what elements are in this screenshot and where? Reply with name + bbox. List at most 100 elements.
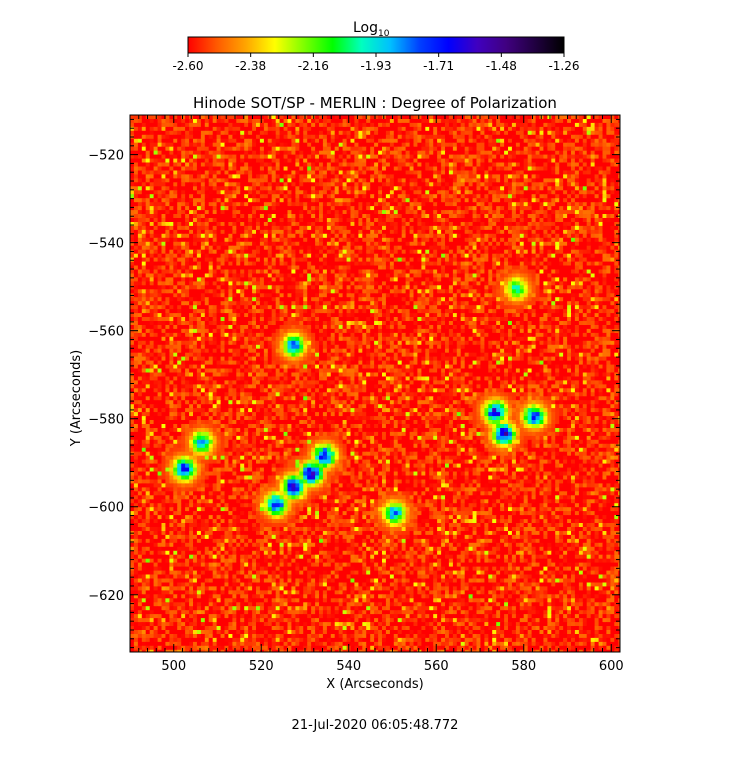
heatmap-cell	[346, 249, 352, 255]
heatmap-cell	[508, 130, 513, 136]
heatmap-cell	[149, 130, 155, 136]
heatmap-cell	[598, 261, 604, 267]
heatmap-cell	[224, 119, 230, 124]
heatmap-cell	[149, 265, 155, 271]
heatmap-cell	[141, 190, 147, 195]
heatmap-cell	[169, 253, 174, 259]
heatmap-cell	[307, 178, 312, 183]
heatmap-cell	[177, 225, 182, 231]
heatmap-cell	[578, 178, 584, 183]
heatmap-cell	[224, 158, 230, 164]
heatmap-cell	[181, 265, 186, 271]
heatmap-cell	[445, 194, 450, 199]
heatmap-cell	[563, 122, 568, 128]
heatmap-cell	[508, 222, 513, 227]
heatmap-cell	[244, 241, 249, 247]
heatmap-cell	[236, 138, 241, 144]
heatmap-cell	[598, 126, 604, 132]
heatmap-cell	[405, 138, 411, 144]
heatmap-cell	[500, 126, 505, 132]
heatmap-cell	[397, 190, 403, 195]
heatmap-cell	[610, 225, 615, 231]
heatmap-cell	[441, 218, 446, 223]
heatmap-cell	[173, 206, 178, 211]
heatmap-cell	[212, 261, 218, 267]
heatmap-cell	[291, 134, 296, 140]
heatmap-cell	[350, 261, 356, 267]
heatmap-cell	[563, 138, 568, 144]
heatmap-cell	[232, 225, 237, 231]
heatmap-cell	[606, 249, 611, 255]
heatmap-cell	[193, 237, 198, 243]
heatmap-cell	[476, 269, 482, 275]
heatmap-cell	[504, 154, 509, 160]
heatmap-cell	[252, 218, 257, 223]
heatmap-cell	[425, 122, 430, 128]
heatmap-cell	[354, 218, 359, 223]
heatmap-cell	[322, 178, 328, 183]
heatmap-cell	[602, 261, 608, 267]
heatmap-cell	[204, 206, 210, 211]
heatmap-cell	[181, 170, 186, 176]
heatmap-cell	[299, 225, 304, 231]
heatmap-cell	[445, 222, 450, 227]
heatmap-cell	[401, 154, 407, 160]
heatmap-cell	[429, 222, 434, 227]
heatmap-cell	[338, 158, 344, 164]
heatmap-cell	[464, 233, 470, 239]
heatmap-cell	[279, 202, 285, 207]
heatmap-cell	[177, 265, 182, 271]
heatmap-cell	[220, 174, 226, 179]
heatmap-cell	[161, 115, 167, 120]
heatmap-cell	[480, 202, 485, 207]
heatmap-cell	[606, 142, 611, 148]
heatmap-cell	[161, 222, 167, 227]
heatmap-cell	[189, 142, 194, 148]
heatmap-cell	[409, 249, 415, 255]
heatmap-cell	[452, 170, 458, 176]
heatmap-cell	[476, 178, 482, 183]
heatmap-cell	[389, 182, 395, 187]
heatmap-cell	[185, 249, 190, 255]
heatmap-cell	[130, 210, 135, 215]
heatmap-cell	[342, 249, 348, 255]
heatmap-cell	[177, 166, 182, 172]
heatmap-cell	[228, 237, 233, 243]
heatmap-cell	[472, 214, 478, 219]
heatmap-cell	[429, 150, 434, 156]
heatmap-cell	[405, 253, 411, 259]
heatmap-cell	[578, 166, 584, 172]
heatmap-cell	[519, 210, 525, 215]
heatmap-cell	[531, 245, 537, 251]
heatmap-cell	[350, 186, 356, 191]
heatmap-cell	[330, 119, 336, 124]
heatmap-cell	[567, 186, 572, 191]
heatmap-cell	[189, 150, 194, 156]
heatmap-cell	[437, 245, 442, 251]
heatmap-cell	[326, 182, 332, 187]
heatmap-cell	[385, 150, 391, 156]
heatmap-cell	[594, 202, 600, 207]
heatmap-cell	[177, 214, 182, 219]
heatmap-cell	[224, 154, 230, 160]
heatmap-cell	[421, 202, 426, 207]
heatmap-cell	[236, 261, 241, 267]
heatmap-cell	[212, 249, 218, 255]
heatmap-cell	[547, 257, 552, 263]
heatmap-cell	[181, 257, 186, 263]
heatmap-cell	[370, 269, 375, 275]
heatmap-cell	[610, 265, 615, 271]
heatmap-cell	[161, 229, 167, 235]
heatmap-cell	[358, 210, 363, 215]
heatmap-cell	[464, 237, 470, 243]
heatmap-cell	[157, 146, 163, 152]
heatmap-cell	[492, 225, 497, 231]
heatmap-cell	[598, 134, 604, 140]
heatmap-cell	[515, 146, 521, 152]
heatmap-cell	[559, 194, 564, 199]
heatmap-cell	[618, 170, 620, 176]
heatmap-cell	[157, 190, 163, 195]
heatmap-cell	[271, 178, 277, 183]
heatmap-cell	[271, 134, 277, 140]
heatmap-cell	[232, 170, 237, 176]
